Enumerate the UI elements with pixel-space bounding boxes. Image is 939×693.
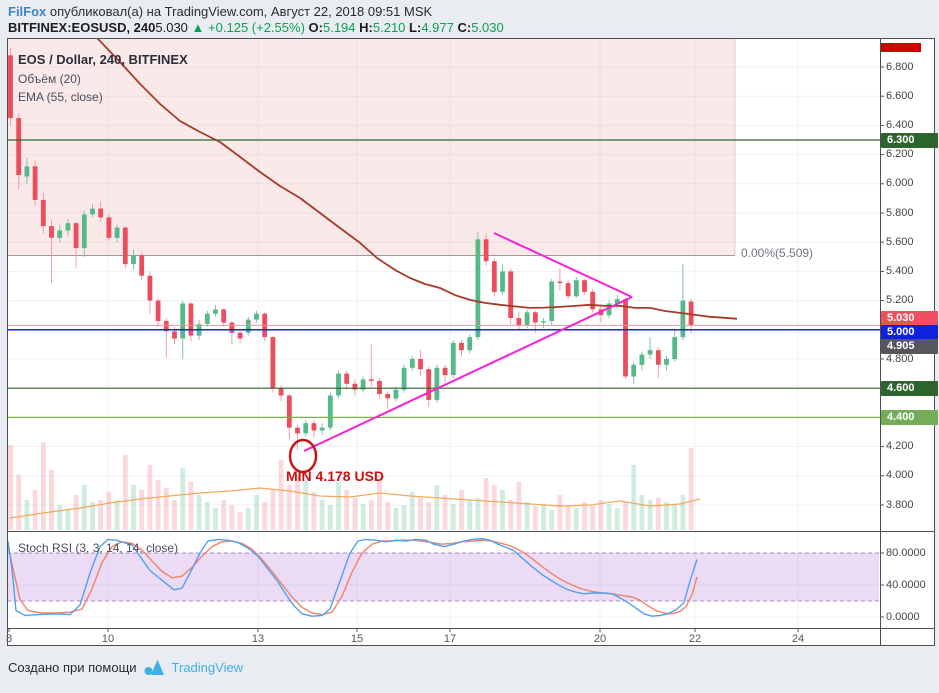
symbol-ohlc-line: BITFINEX:EOSUSD, 2405.030 ▲ +0.125 (+2.5… [8,20,504,35]
high-label: H: [359,20,373,35]
tradingview-logo-icon[interactable] [144,659,165,676]
open-value: 5.194 [322,20,356,35]
symbol-name[interactable]: BITFINEX:EOSUSD, 240 [8,20,156,35]
low-value: 4.977 [421,20,454,35]
tradingview-brand-link[interactable]: TradingView [171,660,244,675]
low-label: L: [409,20,422,35]
high-value: 5.210 [372,20,406,35]
price-change: +0.125 (+2.55%) [208,20,305,35]
close-value: 5.030 [471,20,504,35]
footer-created-text: Создано при помощи [8,660,137,675]
last-price: 5.030 [155,20,188,35]
close-label: C: [457,20,472,35]
attribution-text: опубликовал(а) на TradingView.com, Авгус… [46,4,433,19]
open-label: O: [308,20,323,35]
attribution-line: FilFox опубликовал(а) на TradingView.com… [8,4,432,19]
up-arrow-icon: ▲ [191,20,205,35]
footer: Создано при помощи TradingView [8,659,243,676]
author-link[interactable]: FilFox [8,4,47,19]
